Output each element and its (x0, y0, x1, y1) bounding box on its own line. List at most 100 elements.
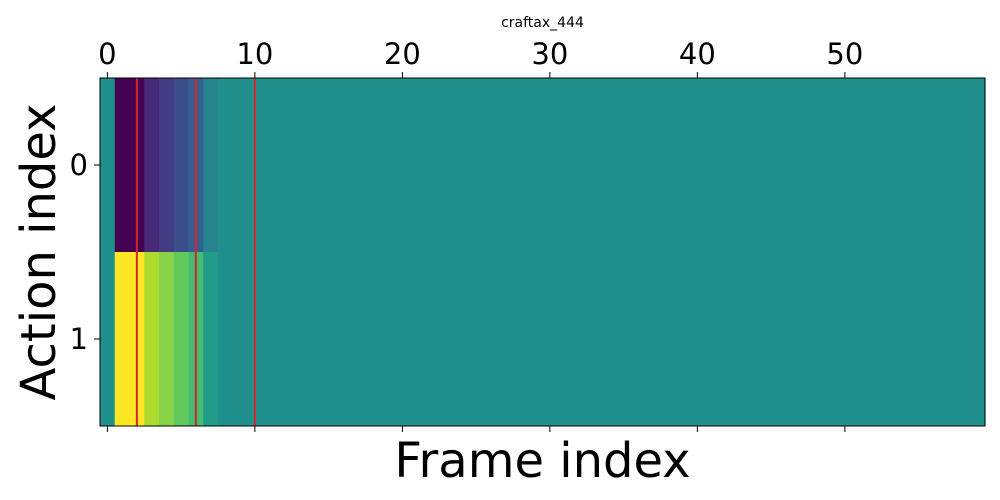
x-tick-label: 50 (826, 37, 863, 71)
y-axis-label: Action index (11, 104, 67, 401)
heatmap-cell (660, 78, 676, 252)
heatmap-cell (144, 252, 160, 426)
heatmap-cell (395, 78, 411, 252)
heatmap-cell (218, 78, 234, 252)
heatmap-cell (616, 252, 632, 426)
heatmap-cell (513, 252, 529, 426)
heatmap-cell (114, 252, 131, 426)
heatmap-cell (704, 78, 721, 252)
x-tick-label: 20 (384, 37, 421, 71)
chart-title: craftax_444 (501, 15, 584, 31)
heatmap-cell (277, 252, 293, 426)
x-tick-label: 0 (98, 37, 116, 71)
heatmap-cell (881, 252, 898, 426)
heatmap-cell (763, 78, 780, 252)
heatmap-cell (896, 78, 912, 252)
x-tick-label: 40 (679, 37, 716, 71)
heatmap-cell (911, 78, 927, 252)
heatmap-cell (277, 78, 293, 252)
x-axis-label: Frame index (394, 433, 690, 489)
heatmap-cell (586, 78, 603, 252)
y-axis-ticks: 01 (70, 148, 100, 356)
heatmap-cell (365, 78, 381, 252)
heatmap-cell (395, 252, 411, 426)
heatmap-cell (365, 252, 381, 426)
heatmap-cell (350, 78, 367, 252)
heatmap-cell (867, 252, 883, 426)
heatmap-cell (527, 78, 544, 252)
heatmap-cell (867, 78, 883, 252)
heatmap-cell (232, 78, 249, 252)
heatmap-cell (424, 78, 440, 252)
heatmap-cell (734, 78, 750, 252)
heatmap-cell (527, 252, 544, 426)
heatmap-cell (483, 78, 499, 252)
heatmap-cell (926, 252, 942, 426)
heatmap-cell (380, 252, 396, 426)
heatmap-cell (557, 252, 573, 426)
heatmap-cell (940, 252, 957, 426)
heatmap-cell (704, 252, 721, 426)
heatmap-cell (291, 252, 308, 426)
heatmap-cell (159, 252, 175, 426)
heatmap-cell (631, 252, 647, 426)
heatmap-cell (926, 78, 942, 252)
x-tick-label: 10 (236, 37, 273, 71)
heatmap-cell (321, 252, 337, 426)
heatmap-cell (586, 252, 603, 426)
y-tick-label: 0 (70, 148, 88, 182)
heatmap-cell (955, 78, 971, 252)
heatmap-cell (778, 78, 794, 252)
heatmap-cell (631, 78, 647, 252)
heatmap-cell (350, 252, 367, 426)
heatmap-cell (468, 78, 485, 252)
heatmap-cell (970, 78, 986, 252)
heatmap-cell (454, 252, 470, 426)
heatmap-cell (660, 252, 676, 426)
y-tick-label: 1 (70, 322, 88, 356)
heatmap-cell (645, 252, 662, 426)
heatmap-cell (955, 252, 971, 426)
heatmap-cell (675, 78, 691, 252)
heatmap-cell (513, 78, 529, 252)
heatmap-cell (306, 78, 322, 252)
heatmap-cell (218, 252, 234, 426)
heatmap-cell (778, 252, 794, 426)
heatmap-cell (881, 78, 898, 252)
heatmap-cell (468, 252, 485, 426)
heatmap-cell (734, 252, 750, 426)
heatmap-cell (173, 78, 190, 252)
heatmap-cell (911, 252, 927, 426)
heatmap-cell (852, 78, 868, 252)
heatmap-cell (439, 252, 455, 426)
heatmap-cell (306, 252, 322, 426)
heatmap-cell (439, 78, 455, 252)
heatmap-cell (100, 252, 116, 426)
heatmap-cell (203, 252, 219, 426)
heatmap-cell (690, 78, 706, 252)
heatmap-cell (601, 78, 617, 252)
plot-frame (99, 77, 986, 427)
heatmap-cell (690, 252, 706, 426)
heatmap-cell (763, 252, 780, 426)
heatmap-cell (970, 252, 986, 426)
heatmap-cell (321, 78, 337, 252)
heatmap-cell (822, 252, 839, 426)
heatmap-cell (262, 78, 278, 252)
heatmap-cell (852, 252, 868, 426)
heatmap-cell (173, 252, 190, 426)
heatmap-cell (896, 252, 912, 426)
heatmap-cell (808, 252, 824, 426)
heatmap-cell (498, 252, 514, 426)
heatmap-cell (498, 78, 514, 252)
heatmap-cell (114, 78, 131, 252)
heatmap-cell (808, 78, 824, 252)
x-axis-ticks: 0 10 20 30 40 50 (98, 37, 863, 432)
heatmap-cell (749, 78, 765, 252)
heatmap-cell (380, 78, 396, 252)
heatmap-cell (645, 78, 662, 252)
heatmap-cell (675, 252, 691, 426)
heatmap-cell (837, 78, 853, 252)
x-tick-label: 30 (531, 37, 568, 71)
